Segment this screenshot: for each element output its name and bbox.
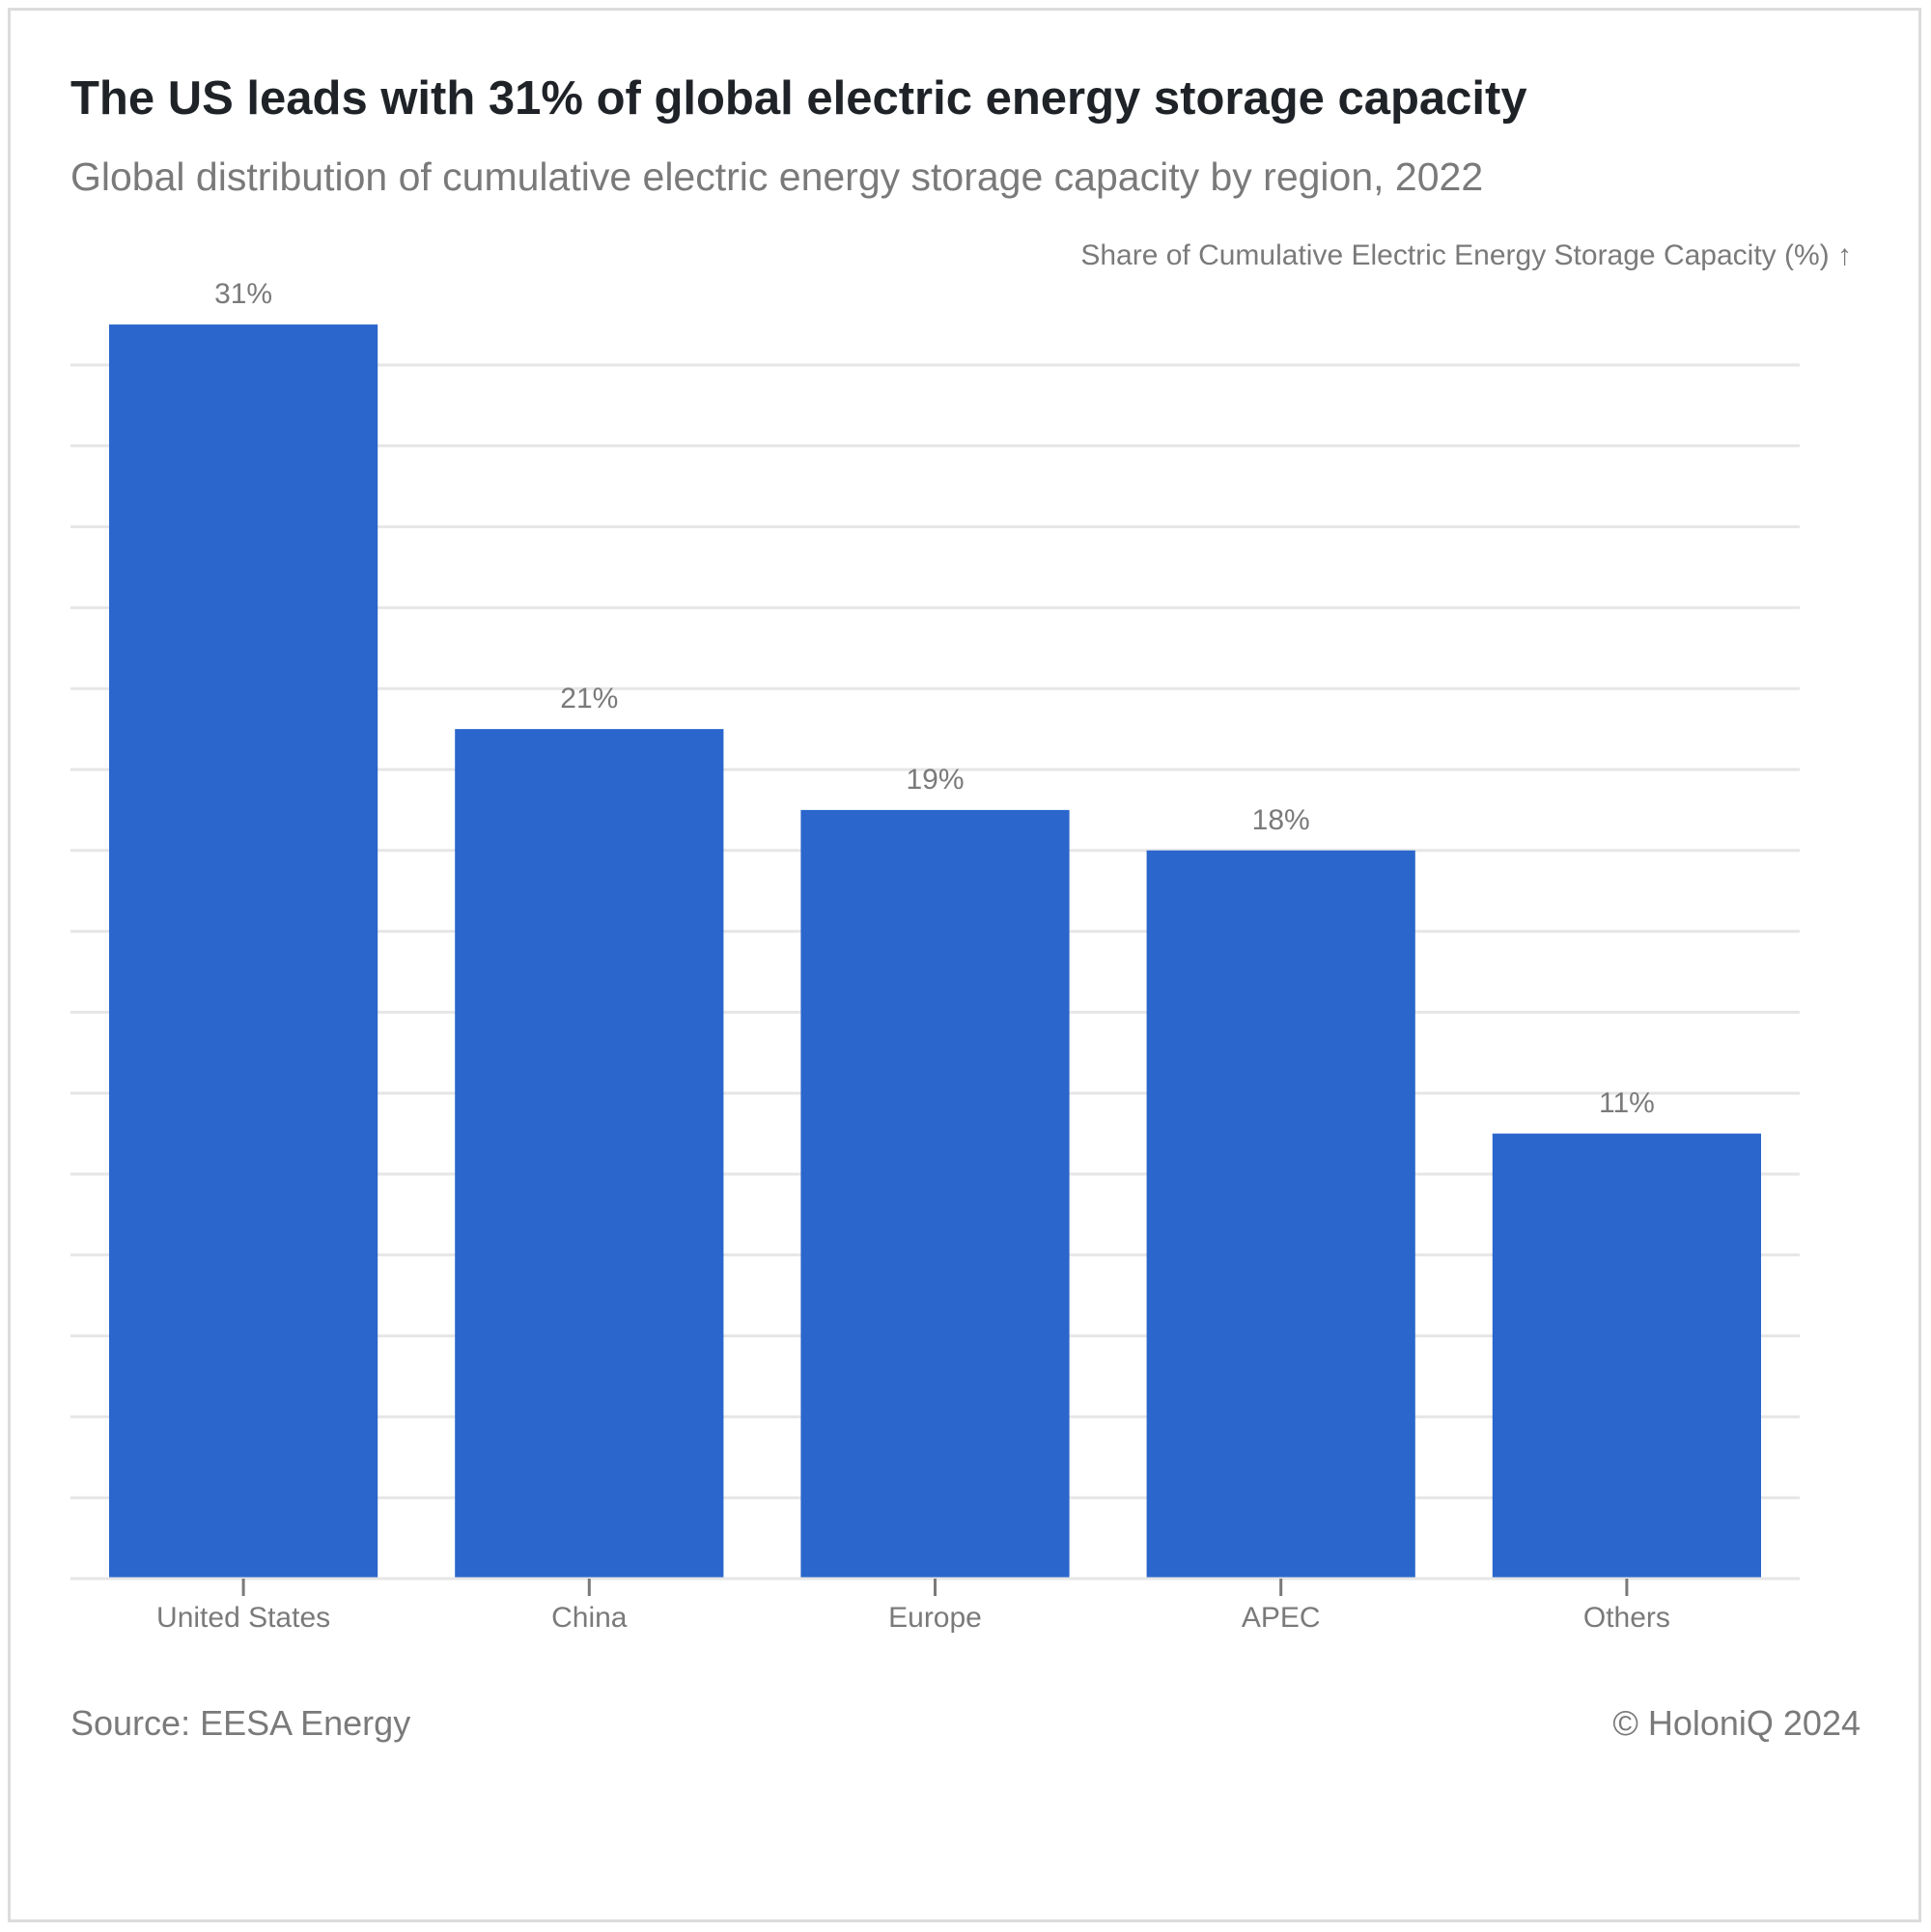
- copyright-note: © HoloniQ 2024: [1612, 1703, 1861, 1743]
- x-axis-ticks: [241, 1579, 1629, 1596]
- value-label: 21%: [560, 683, 618, 714]
- x-tick-label: Others: [1583, 1602, 1670, 1634]
- bar-united-states: [109, 324, 378, 1580]
- x-tick-label: APEC: [1242, 1602, 1321, 1634]
- bar-europe: [800, 809, 1070, 1579]
- value-label: 31%: [214, 278, 272, 310]
- value-label: 18%: [1252, 804, 1310, 836]
- bars: [109, 324, 1761, 1580]
- chart-title: The US leads with 31% of global electric…: [70, 72, 1527, 125]
- bar-china: [455, 729, 724, 1579]
- bar-apec: [1146, 850, 1415, 1579]
- value-labels: 31% 21% 19% 18% 11%: [214, 278, 1655, 1119]
- x-axis-tick-labels: United States China Europe APEC Others: [156, 1602, 1670, 1634]
- x-tick-label: China: [551, 1602, 628, 1634]
- value-label: 11%: [1599, 1087, 1655, 1119]
- x-tick-label: United States: [156, 1602, 330, 1634]
- y-axis-label: Share of Cumulative Electric Energy Stor…: [1080, 239, 1852, 271]
- value-label: 19%: [906, 764, 964, 796]
- chart-subtitle: Global distribution of cumulative electr…: [70, 154, 1484, 199]
- source-note: Source: EESA Energy: [70, 1703, 411, 1743]
- bar-others: [1492, 1134, 1761, 1579]
- x-tick-label: Europe: [888, 1602, 982, 1634]
